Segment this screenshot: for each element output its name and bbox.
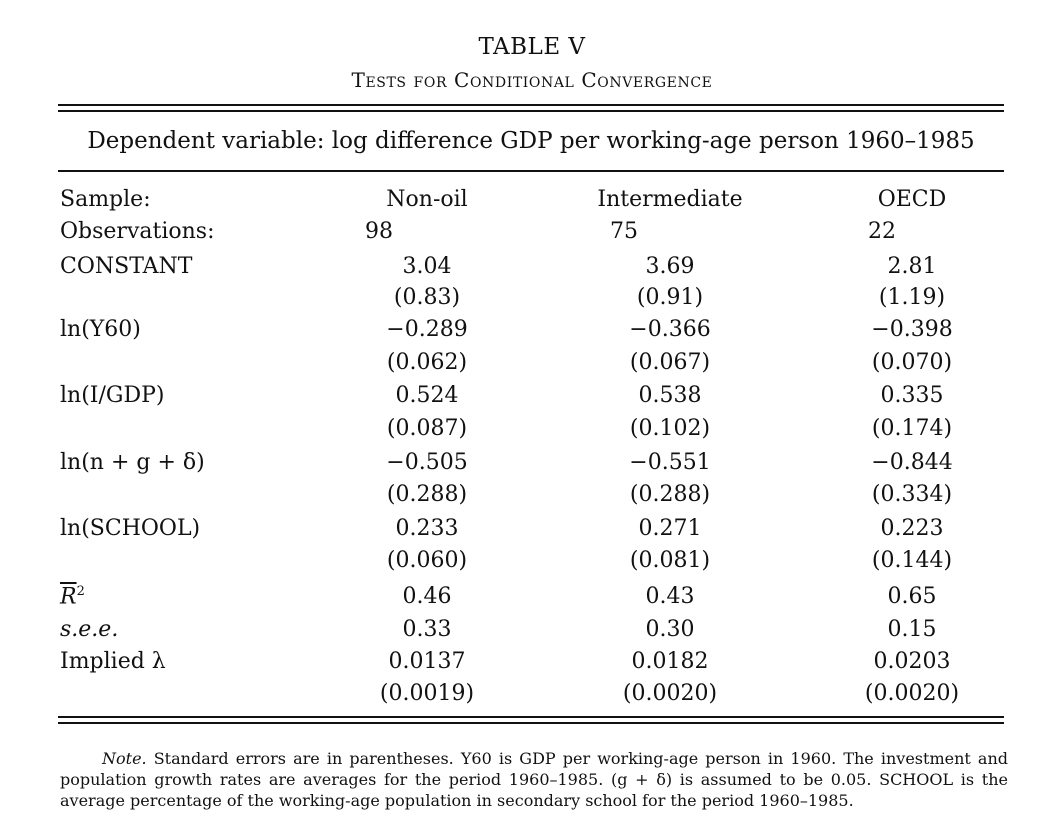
table-cell: (0.062)	[386, 350, 468, 375]
bottom-rule-1	[58, 716, 1004, 718]
table-cell: (0.087)	[386, 416, 468, 441]
table-cell: 0.233	[395, 516, 459, 541]
table-row: ln(SCHOOL) 0.233 0.271 0.223	[0, 516, 1064, 548]
row-label: ln(n + g + δ)	[60, 450, 205, 475]
table-row: (0.288) (0.288) (0.334)	[0, 482, 1064, 514]
table-cell: 0.30	[645, 617, 695, 642]
row-label: CONSTANT	[60, 254, 193, 279]
row-label: Implied λ	[60, 649, 166, 674]
r2-superscript: 2	[76, 584, 85, 599]
row-label: ln(I/GDP)	[60, 383, 165, 408]
table-cell: (0.0020)	[622, 681, 718, 706]
dependent-variable: Dependent variable: log difference GDP p…	[87, 128, 975, 154]
table-cell: 0.335	[880, 383, 944, 408]
table-cell: (0.0020)	[864, 681, 960, 706]
table-cell: 75	[610, 219, 638, 244]
table-cell: (0.067)	[629, 350, 711, 375]
table-cell: 3.04	[402, 254, 452, 279]
note-prefix: Note.	[102, 749, 147, 768]
table-cell: (0.174)	[871, 416, 953, 441]
column-header-intermediate: Intermediate	[597, 187, 743, 212]
table-row: (0.83) (0.91) (1.19)	[0, 285, 1064, 317]
table-cell: 0.0137	[388, 649, 466, 674]
table-row: (0.0019) (0.0020) (0.0020)	[0, 681, 1064, 713]
table-note: Note. Standard errors are in parentheses…	[60, 748, 1008, 811]
observations-row: Observations: 98 75 22	[0, 219, 1064, 251]
table-cell: 0.271	[638, 516, 702, 541]
header-rule	[58, 170, 1004, 172]
table-cell: 0.524	[395, 383, 459, 408]
table-row: s.e.e. 0.33 0.30 0.15	[0, 617, 1064, 649]
column-header-nonoil: Non-oil	[386, 187, 468, 212]
table-cell: (0.102)	[629, 416, 711, 441]
table-cell: 22	[868, 219, 896, 244]
table-cell: 0.46	[402, 584, 452, 609]
table-row: (0.062) (0.067) (0.070)	[0, 350, 1064, 382]
table-cell: (0.334)	[871, 482, 953, 507]
table-row: (0.060) (0.081) (0.144)	[0, 548, 1064, 580]
table-cell: (0.91)	[636, 285, 704, 310]
table-cell: 0.43	[645, 584, 695, 609]
row-label: s.e.e.	[60, 617, 119, 642]
table-cell: 0.33	[402, 617, 452, 642]
row-label: ln(Y60)	[60, 317, 141, 342]
note-text: Standard errors are in parentheses. Y60 …	[60, 749, 1008, 810]
table-row: ln(Y60) −0.289 −0.366 −0.398	[0, 317, 1064, 349]
table-cell: −0.366	[629, 317, 711, 342]
table-cell: (0.060)	[386, 548, 468, 573]
table-row: (0.087) (0.102) (0.174)	[0, 416, 1064, 448]
table-row: Implied λ 0.0137 0.0182 0.0203	[0, 649, 1064, 681]
table-row: ln(n + g + δ) −0.505 −0.551 −0.844	[0, 450, 1064, 482]
table-cell: (1.19)	[878, 285, 946, 310]
top-rule-1	[58, 104, 1004, 106]
table-title: TABLE V	[478, 34, 586, 60]
table-cell: (0.288)	[386, 482, 468, 507]
table-cell: −0.551	[629, 450, 711, 475]
table-row: CONSTANT 3.04 3.69 2.81	[0, 254, 1064, 286]
sample-row: Sample: Non-oil Intermediate OECD	[0, 187, 1064, 219]
table-cell: 0.223	[880, 516, 944, 541]
top-rule-2	[58, 110, 1004, 112]
table-cell: (0.288)	[629, 482, 711, 507]
table-cell: (0.144)	[871, 548, 953, 573]
table-cell: −0.505	[386, 450, 468, 475]
table-cell: 0.0203	[873, 649, 951, 674]
table-cell: (0.081)	[629, 548, 711, 573]
r2-symbol: R	[60, 584, 77, 610]
table-row: ln(I/GDP) 0.524 0.538 0.335	[0, 383, 1064, 415]
table-cell: (0.0019)	[379, 681, 475, 706]
table-cell: −0.844	[871, 450, 953, 475]
row-label: R2	[60, 584, 85, 609]
column-header-oecd: OECD	[877, 187, 947, 212]
table-cell: 0.15	[887, 617, 937, 642]
table-cell: (0.83)	[393, 285, 461, 310]
table-cell: −0.289	[386, 317, 468, 342]
table-subtitle: Tests for Conditional Convergence	[351, 68, 713, 92]
table-cell: 0.65	[887, 584, 937, 609]
table-cell: −0.398	[871, 317, 953, 342]
sample-label: Sample:	[60, 187, 151, 212]
table-cell: 3.69	[645, 254, 695, 279]
bottom-rule-2	[58, 722, 1004, 724]
row-label: ln(SCHOOL)	[60, 516, 201, 541]
table-cell: 2.81	[887, 254, 937, 279]
table-cell: 0.538	[638, 383, 702, 408]
observations-label: Observations:	[60, 219, 215, 244]
table-cell: 0.0182	[631, 649, 709, 674]
table-row: R2 0.46 0.43 0.65	[0, 584, 1064, 616]
table-cell: (0.070)	[871, 350, 953, 375]
table-cell: 98	[365, 219, 393, 244]
